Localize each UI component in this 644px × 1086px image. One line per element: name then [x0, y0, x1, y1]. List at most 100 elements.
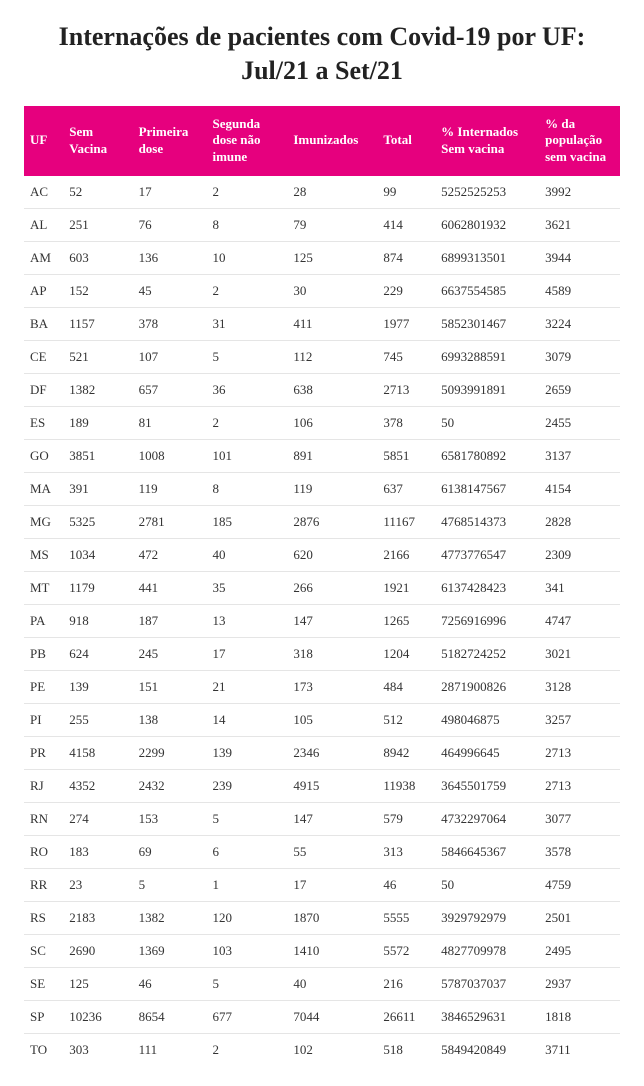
cell-pct_internados_sem_vacina: 5252525253 — [435, 176, 539, 209]
table-header-row: UFSem VacinaPrimeira doseSegunda dose nã… — [24, 106, 620, 177]
cell-primeira_dose: 378 — [133, 308, 207, 341]
column-header-imunizados: Imunizados — [287, 106, 377, 177]
table-row: RO1836965531358466453673578 — [24, 836, 620, 869]
table-row: MT11794413526619216137428423341 — [24, 572, 620, 605]
table-row: ES189812106378502455 — [24, 407, 620, 440]
cell-primeira_dose: 17 — [133, 176, 207, 209]
table-row: CE521107511274569932885913079 — [24, 341, 620, 374]
cell-uf: MG — [24, 506, 63, 539]
cell-total: 414 — [377, 209, 435, 242]
cell-segunda_dose_nao_imune: 5 — [206, 803, 287, 836]
cell-primeira_dose: 119 — [133, 473, 207, 506]
cell-sem_vacina: 1034 — [63, 539, 132, 572]
cell-uf: MS — [24, 539, 63, 572]
cell-uf: AM — [24, 242, 63, 275]
cell-primeira_dose: 1382 — [133, 902, 207, 935]
cell-pct_internados_sem_vacina: 4827709978 — [435, 935, 539, 968]
cell-sem_vacina: 23 — [63, 869, 132, 902]
cell-total: 1977 — [377, 308, 435, 341]
cell-pct_pop_sem_vacina: 3992 — [539, 176, 620, 209]
cell-pct_pop_sem_vacina: 2495 — [539, 935, 620, 968]
cell-sem_vacina: 152 — [63, 275, 132, 308]
cell-primeira_dose: 76 — [133, 209, 207, 242]
cell-sem_vacina: 2183 — [63, 902, 132, 935]
cell-pct_pop_sem_vacina: 3257 — [539, 704, 620, 737]
cell-uf: MA — [24, 473, 63, 506]
cell-segunda_dose_nao_imune: 35 — [206, 572, 287, 605]
cell-pct_pop_sem_vacina: 3128 — [539, 671, 620, 704]
cell-primeira_dose: 5 — [133, 869, 207, 902]
cell-pct_internados_sem_vacina: 5182724252 — [435, 638, 539, 671]
cell-sem_vacina: 1382 — [63, 374, 132, 407]
cell-segunda_dose_nao_imune: 2 — [206, 1034, 287, 1067]
table-row: PR41582299139234689424649966452713 — [24, 737, 620, 770]
cell-imunizados: 173 — [287, 671, 377, 704]
cell-total: 26611 — [377, 1001, 435, 1034]
cell-imunizados: 7044 — [287, 1001, 377, 1034]
cell-segunda_dose_nao_imune: 8 — [206, 209, 287, 242]
column-header-sem_vacina: Sem Vacina — [63, 106, 132, 177]
cell-pct_internados_sem_vacina: 6899313501 — [435, 242, 539, 275]
cell-pct_internados_sem_vacina: 6637554585 — [435, 275, 539, 308]
cell-imunizados: 40 — [287, 968, 377, 1001]
table-row: MA391119811963761381475674154 — [24, 473, 620, 506]
cell-imunizados: 1870 — [287, 902, 377, 935]
cell-pct_pop_sem_vacina: 3077 — [539, 803, 620, 836]
cell-uf: CE — [24, 341, 63, 374]
table-row: PA91818713147126572569169964747 — [24, 605, 620, 638]
cell-primeira_dose: 151 — [133, 671, 207, 704]
table-row: RN274153514757947322970643077 — [24, 803, 620, 836]
cell-pct_pop_sem_vacina: 2309 — [539, 539, 620, 572]
cell-primeira_dose: 1369 — [133, 935, 207, 968]
cell-total: 99 — [377, 176, 435, 209]
cell-pct_pop_sem_vacina: 4759 — [539, 869, 620, 902]
cell-pct_pop_sem_vacina: 3944 — [539, 242, 620, 275]
table-row: MG5325278118528761116747685143732828 — [24, 506, 620, 539]
cell-sem_vacina: 251 — [63, 209, 132, 242]
cell-segunda_dose_nao_imune: 36 — [206, 374, 287, 407]
cell-imunizados: 125 — [287, 242, 377, 275]
cell-uf: MT — [24, 572, 63, 605]
cell-pct_internados_sem_vacina: 4773776547 — [435, 539, 539, 572]
column-header-pct_pop_sem_vacina: % da população sem vacina — [539, 106, 620, 177]
cell-segunda_dose_nao_imune: 40 — [206, 539, 287, 572]
cell-primeira_dose: 138 — [133, 704, 207, 737]
cell-total: 518 — [377, 1034, 435, 1067]
cell-imunizados: 119 — [287, 473, 377, 506]
cell-primeira_dose: 69 — [133, 836, 207, 869]
cell-uf: RO — [24, 836, 63, 869]
cell-segunda_dose_nao_imune: 13 — [206, 605, 287, 638]
table-row: SE1254654021657870370372937 — [24, 968, 620, 1001]
cell-sem_vacina: 255 — [63, 704, 132, 737]
cell-total: 512 — [377, 704, 435, 737]
cell-primeira_dose: 245 — [133, 638, 207, 671]
cell-sem_vacina: 1157 — [63, 308, 132, 341]
cell-primeira_dose: 46 — [133, 968, 207, 1001]
page-title: Internações de pacientes com Covid-19 po… — [24, 20, 620, 88]
table-row: AP1524523022966375545854589 — [24, 275, 620, 308]
cell-segunda_dose_nao_imune: 677 — [206, 1001, 287, 1034]
cell-imunizados: 411 — [287, 308, 377, 341]
cell-imunizados: 30 — [287, 275, 377, 308]
column-header-total: Total — [377, 106, 435, 177]
cell-uf: PB — [24, 638, 63, 671]
cell-imunizados: 147 — [287, 803, 377, 836]
cell-uf: PR — [24, 737, 63, 770]
cell-imunizados: 28 — [287, 176, 377, 209]
cell-primeira_dose: 441 — [133, 572, 207, 605]
cell-imunizados: 891 — [287, 440, 377, 473]
table-row: RR23511746504759 — [24, 869, 620, 902]
cell-imunizados: 266 — [287, 572, 377, 605]
cell-pct_pop_sem_vacina: 4589 — [539, 275, 620, 308]
cell-imunizados: 79 — [287, 209, 377, 242]
cell-uf: AL — [24, 209, 63, 242]
cell-segunda_dose_nao_imune: 10 — [206, 242, 287, 275]
cell-segunda_dose_nao_imune: 21 — [206, 671, 287, 704]
cell-uf: SP — [24, 1001, 63, 1034]
cell-segunda_dose_nao_imune: 185 — [206, 506, 287, 539]
cell-pct_pop_sem_vacina: 2828 — [539, 506, 620, 539]
cell-pct_internados_sem_vacina: 4768514373 — [435, 506, 539, 539]
cell-total: 637 — [377, 473, 435, 506]
cell-segunda_dose_nao_imune: 239 — [206, 770, 287, 803]
cell-pct_pop_sem_vacina: 3079 — [539, 341, 620, 374]
